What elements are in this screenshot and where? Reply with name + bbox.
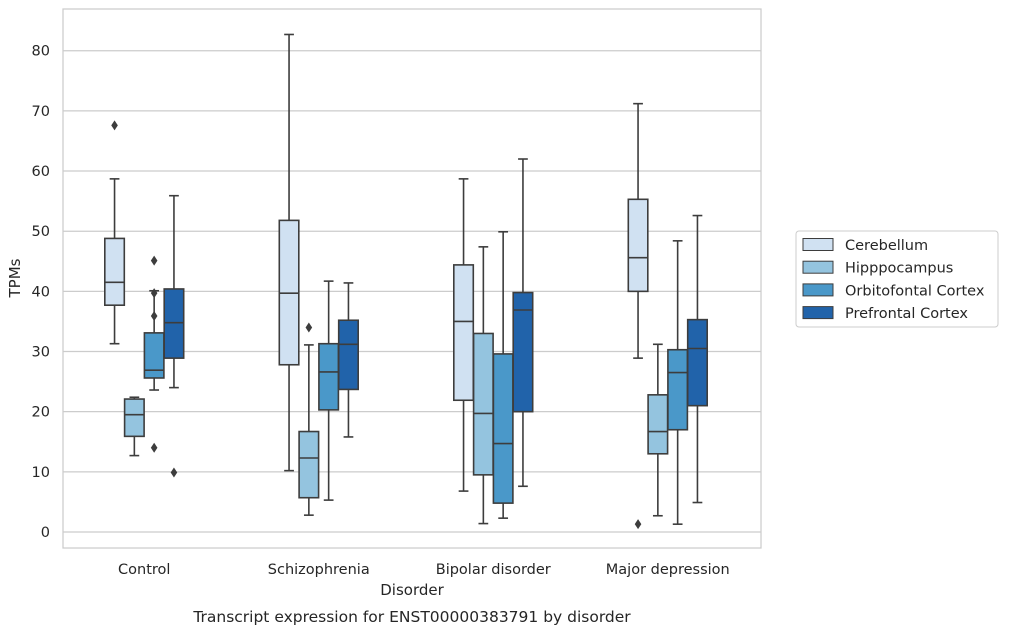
box-body bbox=[492, 353, 514, 504]
x-axis-title: Disorder bbox=[380, 581, 444, 599]
y-tick-label: 10 bbox=[32, 465, 50, 481]
box-0-3 bbox=[163, 194, 185, 478]
box-body bbox=[667, 348, 689, 431]
legend-label: Prefrontal Cortex bbox=[845, 306, 968, 322]
x-tick-label: Bipolar disorder bbox=[436, 562, 551, 578]
x-tick-label: Schizophrenia bbox=[268, 562, 370, 578]
box-2-0 bbox=[452, 178, 475, 492]
box-body bbox=[123, 398, 145, 438]
box-2-1 bbox=[472, 246, 494, 525]
legend-label: Hipppocampus bbox=[845, 261, 953, 277]
box-body bbox=[318, 342, 340, 411]
box-0-2 bbox=[143, 255, 165, 453]
box-body bbox=[686, 318, 709, 407]
y-axis-ticks: 0 10 20 30 40 50 60 70 80 bbox=[32, 44, 50, 541]
outlier-point bbox=[150, 288, 158, 299]
y-tick-label: 60 bbox=[32, 164, 50, 180]
y-tick-label: 30 bbox=[32, 345, 50, 361]
box-2-3 bbox=[512, 158, 534, 488]
legend-frame bbox=[795, 230, 999, 328]
y-tick-label: 40 bbox=[32, 284, 50, 300]
outlier-point bbox=[150, 442, 158, 453]
x-tick-label: Major depression bbox=[606, 562, 730, 578]
outlier-point bbox=[150, 311, 158, 322]
legend-label: Cerebellum bbox=[845, 238, 928, 254]
y-tick-label: 70 bbox=[32, 104, 50, 120]
box-1-1 bbox=[298, 322, 320, 516]
legend-swatch bbox=[802, 306, 834, 320]
y-tick-label: 50 bbox=[32, 224, 50, 240]
outlier-point bbox=[634, 519, 642, 530]
box-body bbox=[512, 291, 534, 413]
x-tick-label: Control bbox=[118, 562, 170, 578]
box-1-0 bbox=[278, 33, 300, 472]
legend-swatch bbox=[802, 260, 834, 274]
box-body bbox=[298, 430, 320, 499]
y-tick-label: 80 bbox=[32, 44, 50, 60]
box-body bbox=[647, 394, 669, 455]
outlier-point bbox=[305, 322, 313, 333]
x-axis-ticks: Control Schizophrenia Bipolar disorder Majo… bbox=[118, 562, 730, 578]
box-body bbox=[472, 332, 494, 476]
plot-background bbox=[63, 9, 761, 548]
box-1-2 bbox=[318, 280, 340, 501]
box-body bbox=[143, 332, 165, 379]
box-3-1 bbox=[647, 343, 669, 517]
box-1-3 bbox=[337, 282, 360, 438]
box-0-1 bbox=[123, 396, 145, 457]
box-body bbox=[627, 198, 649, 293]
box-body bbox=[163, 288, 185, 359]
box-2-2 bbox=[492, 231, 514, 519]
box-body bbox=[104, 237, 126, 306]
legend-swatch bbox=[802, 283, 834, 297]
legend: Cerebellum Hipppocampus Orbitofontal Corte… bbox=[795, 230, 999, 328]
y-axis-title: TPMs bbox=[6, 258, 24, 298]
box-0-0 bbox=[104, 120, 126, 345]
outlier-point bbox=[170, 467, 178, 478]
legend-swatch bbox=[802, 238, 834, 251]
chart-caption: Transcript expression for ENST0000038379… bbox=[192, 608, 631, 626]
y-tick-label: 0 bbox=[41, 525, 50, 541]
legend-label: Orbitofontal Cortex bbox=[845, 283, 985, 299]
box-body bbox=[337, 319, 360, 391]
y-tick-label: 20 bbox=[32, 405, 50, 421]
box-3-3 bbox=[686, 214, 709, 504]
plot-frame bbox=[62, 8, 762, 549]
outlier-point bbox=[111, 120, 118, 131]
box-groups bbox=[104, 33, 709, 530]
outlier-point bbox=[150, 255, 158, 266]
box-body bbox=[452, 264, 475, 402]
box-3-0 bbox=[627, 102, 649, 530]
box-3-2 bbox=[667, 240, 689, 525]
